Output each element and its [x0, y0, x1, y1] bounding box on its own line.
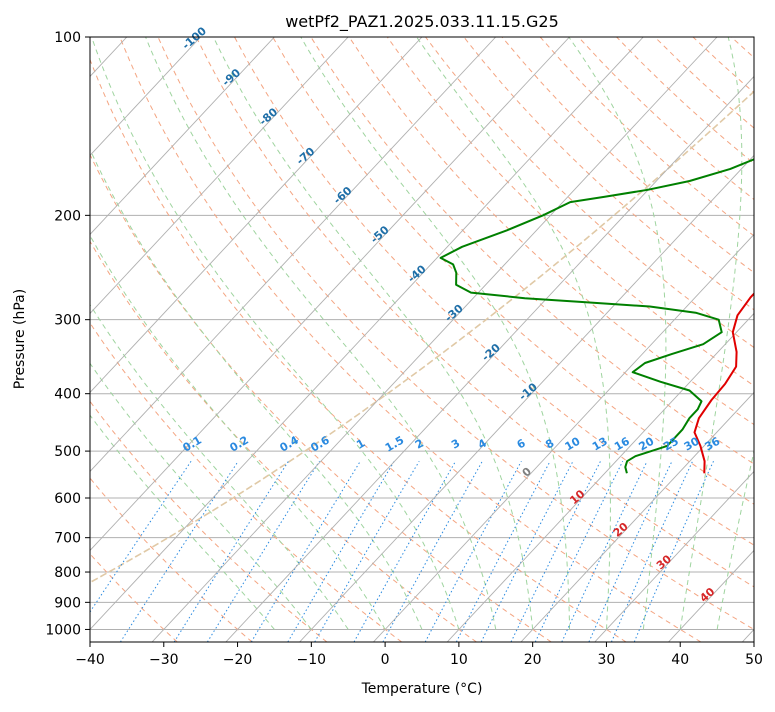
x-tick-label: 30	[598, 652, 616, 668]
y-tick-label: 100	[54, 30, 81, 46]
y-tick-label: 700	[54, 531, 81, 547]
y-axis-label: Pressure (hPa)	[12, 289, 28, 389]
x-tick-label: −40	[75, 652, 105, 668]
x-tick-label: 10	[450, 652, 468, 668]
x-tick-label: 50	[745, 652, 763, 668]
y-tick-label: 600	[54, 491, 81, 507]
y-tick-label: 1000	[45, 622, 81, 638]
x-tick-label: −10	[297, 652, 327, 668]
y-tick-label: 900	[54, 595, 81, 611]
y-tick-label: 800	[54, 565, 81, 581]
x-tick-label: −30	[149, 652, 179, 668]
y-tick-label: 400	[54, 387, 81, 403]
x-tick-label: 40	[671, 652, 689, 668]
chart-title: wetPf2_PAZ1.2025.033.11.15.G25	[285, 12, 559, 32]
x-tick-label: 20	[524, 652, 542, 668]
x-axis-label: Temperature (°C)	[361, 681, 483, 697]
y-tick-label: 200	[54, 208, 81, 224]
x-tick-label: −20	[223, 652, 253, 668]
x-tick-label: 0	[381, 652, 390, 668]
y-tick-label: 500	[54, 444, 81, 460]
y-tick-label: 300	[54, 313, 81, 329]
